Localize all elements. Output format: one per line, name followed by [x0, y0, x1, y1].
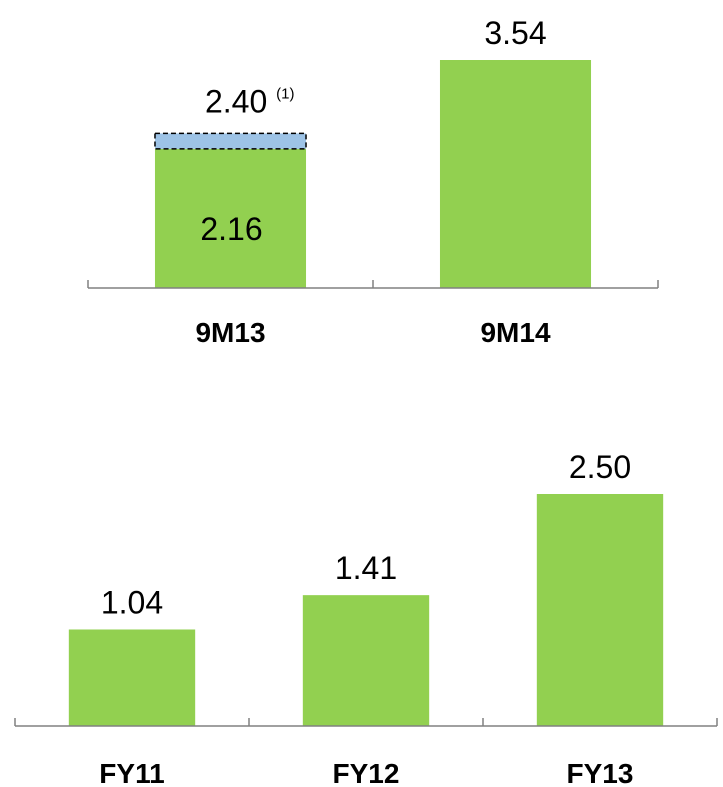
adjustment-segment-9m13: [154, 132, 307, 150]
chart-fy: FY11 1.04 FY12 1.41 FY13 2.50: [14, 449, 718, 787]
category-label-fy13: FY13: [567, 758, 634, 787]
value-label-9m13: 2.16: [200, 211, 262, 247]
category-label-fy12: FY12: [333, 758, 400, 787]
adjusted-value-text: 2.40: [205, 83, 267, 119]
value-label-fy11: 1.04: [101, 584, 163, 620]
value-label-fy13: 2.50: [569, 449, 631, 485]
adjusted-footnote-marker: (1): [276, 85, 294, 102]
bar-9m14: [439, 60, 592, 288]
category-label-fy11: FY11: [99, 758, 164, 787]
bar-fy12: [302, 595, 430, 726]
chart-9m: 9M13 9M14 3.54 2.16 2.40 (1): [87, 15, 659, 348]
category-label-9m14: 9M14: [480, 317, 550, 348]
bar-fy11: [68, 629, 196, 726]
value-label-9m14: 3.54: [484, 15, 546, 51]
category-label-9m13: 9M13: [195, 317, 265, 348]
value-label-fy12: 1.41: [335, 550, 397, 586]
bar-fy13: [536, 494, 664, 726]
bar-9m13: [154, 148, 307, 288]
adjusted-value-label: 2.40 (1): [205, 83, 295, 119]
